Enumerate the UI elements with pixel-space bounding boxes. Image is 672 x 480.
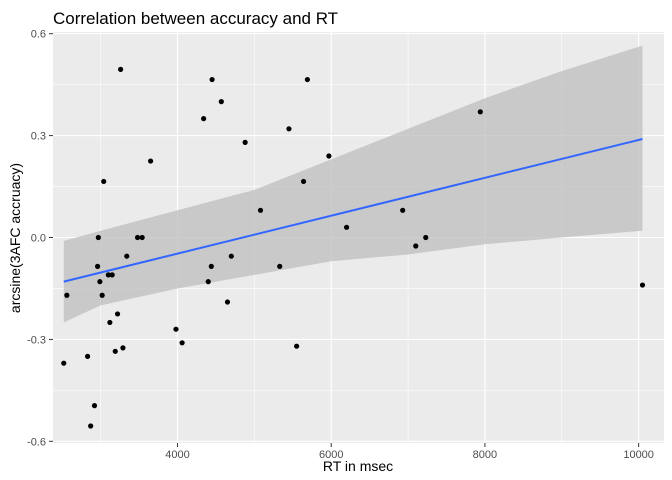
data-point (139, 234, 145, 241)
data-point (300, 178, 307, 185)
data-point (208, 263, 214, 269)
data-point (228, 253, 234, 259)
data-point (112, 348, 118, 354)
x-axis: 4000 6000 8000 10000 (165, 443, 654, 461)
data-point (105, 272, 111, 278)
fit-line (63, 138, 643, 283)
data-point (124, 253, 130, 259)
y-tick-label: -0.3 (27, 334, 46, 346)
data-point (400, 207, 406, 213)
data-point (120, 345, 126, 351)
data-point (95, 234, 101, 241)
data-point (134, 234, 141, 241)
data-point (201, 116, 207, 122)
data-point (109, 272, 115, 278)
data-point (205, 279, 211, 285)
data-point (88, 423, 94, 429)
y-tick-label: 0.3 (31, 131, 46, 143)
data-point (114, 311, 121, 317)
confidence-band (63, 45, 643, 323)
x-axis-title: RT in msec (323, 458, 393, 474)
chart-title: Correlation between accuracy and RT (53, 9, 338, 28)
y-tick-label: -0.6 (27, 436, 46, 448)
data-point (173, 326, 179, 332)
x-tick-label: 6000 (319, 449, 343, 461)
y-tick-label: 0.0 (31, 233, 46, 245)
data-point (639, 282, 646, 288)
data-point (224, 299, 231, 305)
data-point (209, 76, 215, 83)
data-point (257, 207, 264, 213)
data-point (99, 292, 105, 298)
data-point (107, 319, 113, 326)
x-tick-label: 4000 (165, 449, 189, 461)
x-tick-label: 8000 (473, 449, 497, 461)
y-axis: -0.6 -0.3 0.0 0.3 0.6 (27, 29, 53, 448)
data-point (304, 76, 310, 83)
data-point (286, 126, 292, 132)
data-point (294, 343, 300, 349)
data-point (97, 279, 103, 285)
y-axis-title: arcsine(3AFC accruacy) (7, 163, 23, 313)
data-point (218, 99, 224, 105)
data-point (179, 340, 185, 346)
data-point (84, 353, 91, 359)
x-tick-label: 10000 (623, 449, 654, 461)
data-point (326, 153, 332, 159)
data-point (242, 139, 248, 145)
data-point (118, 66, 124, 72)
data-point (91, 403, 98, 409)
data-points (61, 66, 646, 429)
data-point (413, 243, 419, 249)
data-point (148, 158, 154, 164)
data-point (101, 178, 107, 185)
data-point (277, 263, 283, 269)
data-point (477, 109, 483, 115)
data-point (423, 234, 429, 241)
data-point (343, 224, 350, 230)
data-point (64, 292, 70, 298)
y-tick-label: 0.6 (31, 29, 46, 41)
data-point (61, 360, 67, 366)
data-point (94, 263, 101, 269)
